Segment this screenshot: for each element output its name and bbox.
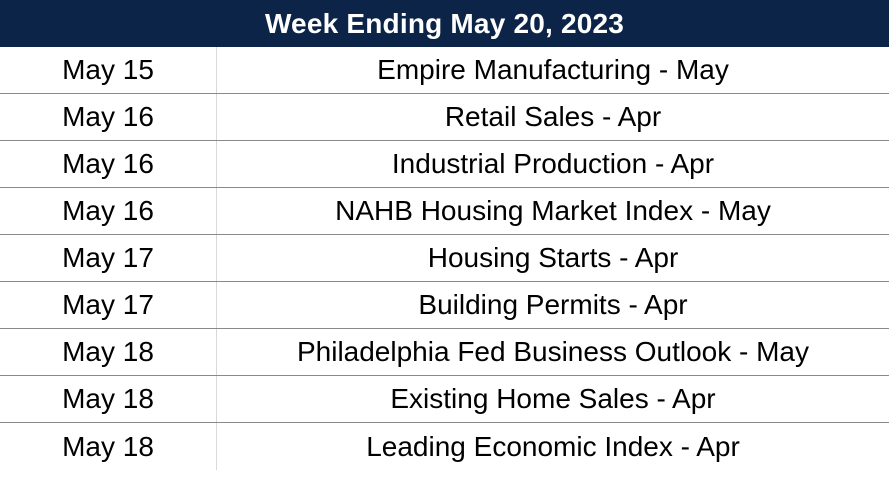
table-row: May 16 Industrial Production - Apr <box>0 141 889 188</box>
table-row: May 16 Retail Sales - Apr <box>0 94 889 141</box>
table-row: May 18 Existing Home Sales - Apr <box>0 376 889 423</box>
date-cell: May 17 <box>0 235 217 281</box>
table-row: May 16 NAHB Housing Market Index - May <box>0 188 889 235</box>
date-cell: May 16 <box>0 94 217 140</box>
event-cell: Existing Home Sales - Apr <box>390 383 716 414</box>
date-cell: May 18 <box>0 423 217 470</box>
table-row: May 18 Leading Economic Index - Apr <box>0 423 889 470</box>
event-cell: Empire Manufacturing - May <box>377 54 729 85</box>
date-cell: May 15 <box>0 47 217 93</box>
event-cell: NAHB Housing Market Index - May <box>335 195 771 226</box>
date-cell: May 16 <box>0 188 217 234</box>
event-cell: Building Permits - Apr <box>418 289 688 320</box>
date-cell: May 17 <box>0 282 217 328</box>
table-header: Week Ending May 20, 2023 <box>0 0 889 47</box>
date-cell: May 18 <box>0 376 217 422</box>
table-row: May 17 Housing Starts - Apr <box>0 235 889 282</box>
event-cell: Leading Economic Index - Apr <box>366 430 740 462</box>
event-cell: Housing Starts - Apr <box>427 242 679 273</box>
table-row: May 18 Philadelphia Fed Business Outlook… <box>0 329 889 376</box>
event-cell: Industrial Production - Apr <box>391 148 715 179</box>
header-title: Week Ending May 20, 2023 <box>264 7 625 39</box>
table-row: May 17 Building Permits - Apr <box>0 282 889 329</box>
table-row: May 15 Empire Manufacturing - May <box>0 47 889 94</box>
date-cell: May 16 <box>0 141 217 187</box>
table-body: May 15 Empire Manufacturing - May May 16… <box>0 47 889 470</box>
event-cell: Philadelphia Fed Business Outlook - May <box>296 336 810 367</box>
date-cell: May 18 <box>0 329 217 375</box>
event-cell: Retail Sales - Apr <box>444 101 662 132</box>
